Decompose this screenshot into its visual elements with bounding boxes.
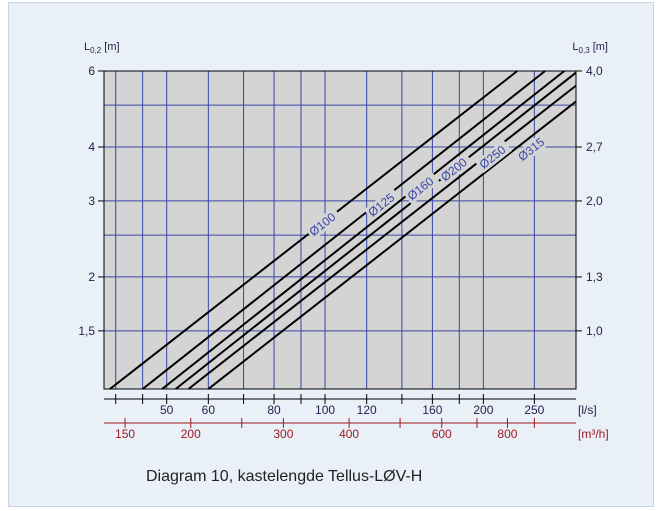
y-right-tick-label: 2,7 — [586, 140, 603, 154]
x-m3h-unit-label: [m³/h] — [578, 427, 609, 441]
x-ls-tick-label: 120 — [357, 403, 377, 417]
series-label-bg — [363, 187, 401, 221]
y-left-tick-label: 2 — [88, 270, 95, 284]
series-label-bg — [475, 139, 512, 173]
series-label-bg — [304, 207, 342, 241]
y-right-tick-label: 2,0 — [586, 194, 603, 208]
plot-frame — [103, 70, 577, 390]
x-m3h-tick-label: 200 — [181, 427, 201, 441]
series-line-2 — [142, 70, 546, 390]
y-left-tick-label: 3 — [88, 194, 95, 208]
x-ls-tick-label: 160 — [422, 403, 442, 417]
y-right-tick-label: 1,0 — [586, 324, 603, 338]
series-label-bg — [403, 171, 441, 205]
x-m3h-tick-label: 400 — [339, 427, 359, 441]
x-m3h-tick-label: 600 — [432, 427, 452, 441]
y-left-tick-label: 4 — [88, 140, 95, 154]
series-line-5 — [187, 84, 577, 390]
x-ls-tick-label: 100 — [315, 403, 335, 417]
series-label-bg — [513, 132, 551, 166]
x-m3h-tick-label: 800 — [497, 427, 517, 441]
chart-caption: Diagram 10, kastelengde Tellus-LØV-H — [146, 468, 423, 485]
x-ls-tick-label: 80 — [267, 403, 281, 417]
x-ls-tick-label: 250 — [524, 403, 544, 417]
x-ls-tick-label: 50 — [160, 403, 174, 417]
y-right-tick-label: 1,3 — [586, 270, 603, 284]
x-m3h-tick-label: 150 — [115, 427, 135, 441]
series-line-4 — [175, 71, 577, 390]
x-ls-tick-label: 60 — [202, 403, 216, 417]
y-right-axis-title: L0,3 [m] — [572, 41, 608, 55]
x-ls-unit-label: [l/s] — [578, 403, 597, 417]
x-ls-tick-label: 200 — [473, 403, 493, 417]
y-left-axis-title: L0,2 [m] — [84, 41, 120, 55]
y-left-tick-label: 1,5 — [78, 324, 95, 338]
x-m3h-tick-label: 300 — [273, 427, 293, 441]
y-left-tick-label: 6 — [88, 64, 95, 78]
series-line-3 — [161, 70, 565, 390]
series-label-bg — [436, 152, 474, 186]
y-right-tick-label: 4,0 — [586, 64, 603, 78]
series-line-6 — [207, 100, 577, 390]
